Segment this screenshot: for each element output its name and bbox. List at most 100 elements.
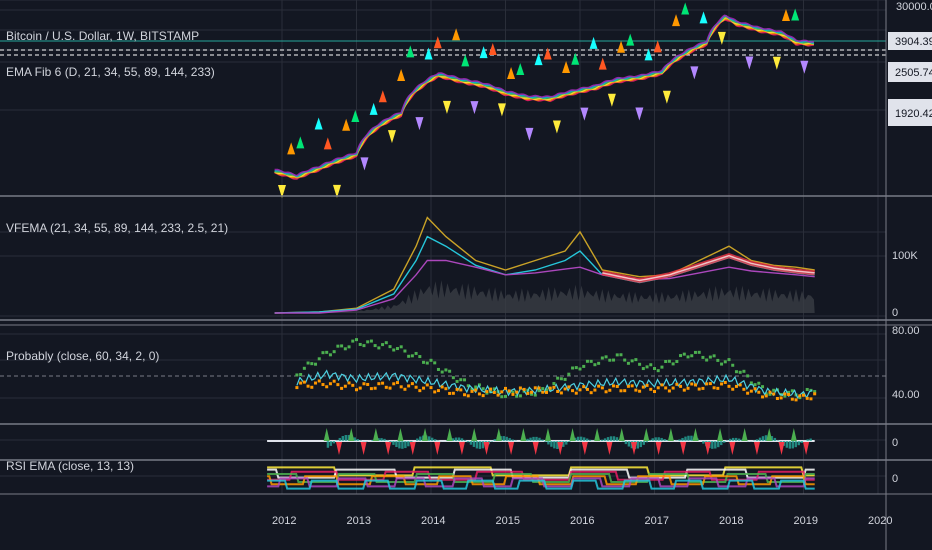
- histogram-bar: [547, 441, 550, 445]
- histogram-bar: [508, 438, 511, 441]
- ema-fib-legend[interactable]: EMA Fib 6 (D, 21, 34, 55, 89, 144, 233): [6, 65, 215, 79]
- probably-dot: [641, 367, 645, 371]
- probably-dot: [399, 345, 403, 349]
- probably-dot: [805, 387, 809, 391]
- probably-dot: [414, 385, 418, 389]
- probably-dot: [381, 343, 385, 347]
- vfema-tick-100k: 100K: [892, 250, 918, 262]
- vfema-legend[interactable]: VFEMA (21, 34, 55, 89, 144, 233, 2.5, 21…: [6, 221, 228, 235]
- probably-dot: [407, 354, 411, 358]
- signal-up-icon: [626, 33, 635, 46]
- histogram-bar: [436, 440, 440, 441]
- histogram-bar: [758, 437, 762, 441]
- signal-down-icon: [442, 100, 451, 114]
- probably-dot: [690, 354, 694, 358]
- histogram-bar: [809, 438, 812, 441]
- signal-up-icon: [543, 47, 552, 60]
- signal-up-icon: [397, 69, 406, 82]
- histogram-bar: [764, 435, 768, 441]
- probably-dot: [403, 349, 407, 353]
- price-tick-top: 30000.00: [896, 1, 932, 13]
- histogram-bar: [717, 441, 720, 448]
- signal-down-icon: [607, 93, 616, 107]
- histogram-bar: [627, 441, 631, 447]
- probably-dot: [798, 394, 802, 398]
- signal-up-icon: [534, 53, 543, 66]
- signal-down-icon: [470, 101, 479, 115]
- rsi-ema-legend[interactable]: RSI EMA (close, 13, 13): [6, 459, 134, 473]
- probably-dot: [600, 386, 604, 390]
- histogram-bar: [332, 441, 336, 444]
- probably-dot: [548, 386, 552, 390]
- signal-up-icon: [479, 46, 488, 59]
- histogram-bar: [553, 441, 556, 449]
- price-axis[interactable]: 30000.00 3904.39 2505.74 1920.42: [888, 1, 932, 126]
- time-axis[interactable]: 2012 2013 2014 2015 2016 2017 2018 2019 2020: [272, 515, 892, 527]
- hist-up-icon: [520, 428, 527, 441]
- probably-dot: [787, 393, 791, 397]
- probably-dot: [455, 379, 459, 383]
- probably-dot: [474, 385, 478, 389]
- x-tick-label: 2020: [868, 515, 892, 527]
- probably-dot: [649, 387, 653, 391]
- probably-dot: [626, 384, 630, 388]
- probably-dot: [463, 378, 467, 382]
- hist-up-icon: [471, 428, 478, 441]
- probably-dot: [660, 383, 664, 387]
- probably-dot: [664, 359, 668, 363]
- probably-dot: [600, 356, 604, 360]
- signal-down-icon: [415, 117, 424, 131]
- histogram-bar: [737, 438, 741, 441]
- histogram-bar: [684, 436, 687, 441]
- probably-dot: [332, 379, 336, 383]
- histogram-bar: [359, 440, 362, 441]
- rsi-ema-line-1: [267, 466, 815, 477]
- probably-dot: [518, 386, 522, 390]
- probably-dot: [314, 362, 318, 366]
- hist-down-icon: [803, 442, 810, 455]
- histogram-bar: [475, 441, 479, 449]
- probably-dot: [340, 344, 344, 348]
- probably-dot: [779, 396, 783, 400]
- probably-dot: [388, 345, 392, 349]
- probably-dot: [533, 393, 537, 397]
- probably-dot: [351, 339, 355, 343]
- hist-up-icon: [348, 428, 355, 441]
- vfema-white-band: [602, 254, 815, 282]
- signal-up-icon: [369, 102, 378, 115]
- probably-dot: [768, 390, 772, 394]
- probably-dot: [813, 390, 817, 394]
- probably-dot: [459, 378, 463, 382]
- signal-up-icon: [296, 136, 305, 149]
- probably-dot: [321, 351, 325, 355]
- probably-dot: [444, 387, 448, 391]
- probably-dot: [604, 355, 608, 359]
- probably-legend[interactable]: Probably (close, 60, 34, 2, 0): [6, 349, 159, 363]
- probably-dot: [571, 389, 575, 393]
- probably-dot: [574, 391, 578, 395]
- probably-dot: [727, 358, 731, 362]
- probably-dot: [321, 383, 325, 387]
- probably-dot: [716, 358, 720, 362]
- probably-dot: [567, 372, 571, 376]
- histogram-bar: [538, 437, 541, 441]
- signal-up-icon: [424, 47, 433, 60]
- histogram-bar: [788, 441, 791, 449]
- probably-dot: [492, 390, 496, 394]
- histogram-bar: [562, 441, 565, 447]
- histogram-bar: [490, 441, 493, 442]
- probably-dot: [474, 388, 478, 392]
- probably-dot: [407, 384, 411, 388]
- histogram-bar: [761, 436, 765, 441]
- probably-dot: [686, 355, 690, 359]
- probably-dot: [604, 390, 608, 394]
- vfema-series-1: [274, 216, 815, 314]
- probably-dot: [317, 379, 321, 383]
- probably-dot: [667, 389, 671, 393]
- signal-up-icon: [433, 36, 442, 49]
- vfema-series-3: [274, 259, 815, 314]
- probably-dot: [511, 392, 515, 396]
- probably-dot: [593, 363, 597, 367]
- histogram-bar: [574, 437, 577, 441]
- probably-dot: [626, 361, 630, 365]
